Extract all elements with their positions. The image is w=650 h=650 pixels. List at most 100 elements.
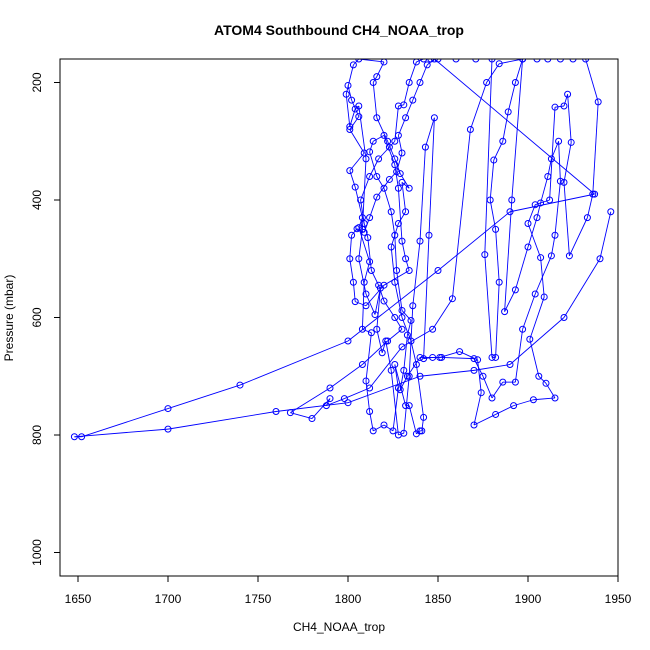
series-segment <box>509 193 595 213</box>
data-point <box>398 178 406 186</box>
data-point <box>488 59 496 63</box>
y-tick-label: 600 <box>30 307 44 327</box>
series-segment <box>529 339 540 377</box>
series-segment <box>345 94 351 127</box>
data-point <box>373 325 381 333</box>
data-point <box>366 384 374 392</box>
series-segment <box>347 270 439 342</box>
data-point <box>272 408 280 415</box>
data-point <box>556 177 564 185</box>
series-segment <box>365 284 385 307</box>
data-point <box>537 254 545 262</box>
series-segment <box>394 235 398 271</box>
data-point <box>402 402 410 410</box>
data-point <box>544 59 552 63</box>
data-point <box>380 421 388 429</box>
data-point <box>403 331 411 339</box>
data-point <box>326 395 334 403</box>
series-segment <box>376 329 383 353</box>
data-point <box>360 220 368 227</box>
data-point <box>369 79 377 86</box>
series-segment <box>434 59 595 195</box>
series-segment <box>432 298 453 330</box>
data-point <box>366 214 374 222</box>
data-point <box>391 361 399 368</box>
data-point <box>349 61 357 69</box>
series-segment <box>423 235 430 359</box>
series-segment <box>360 176 371 201</box>
series-segment <box>369 196 378 218</box>
series-segment <box>394 282 403 318</box>
data-point <box>466 126 474 133</box>
y-tick-label: 400 <box>30 190 44 210</box>
data-point <box>373 193 381 201</box>
data-point <box>529 396 537 404</box>
data-point <box>357 196 365 204</box>
data-point <box>567 138 575 146</box>
x-tick-label: 1900 <box>515 592 542 606</box>
data-point <box>434 267 442 274</box>
data-point <box>355 113 363 121</box>
data-point <box>348 231 356 239</box>
data-point <box>342 90 350 98</box>
series-segment <box>534 255 552 295</box>
data-point <box>416 372 424 380</box>
series-segment <box>383 188 392 212</box>
series-segment <box>514 59 524 83</box>
series-segment <box>351 228 358 236</box>
data-point <box>542 379 550 387</box>
data-point <box>551 394 559 402</box>
data-point <box>369 427 377 435</box>
data-point <box>519 59 527 63</box>
series-segment <box>403 82 410 105</box>
data-point <box>398 237 406 245</box>
series-segment <box>554 105 565 108</box>
data-point <box>607 208 615 216</box>
x-tick-label: 1750 <box>245 592 272 606</box>
data-point <box>438 353 446 361</box>
data-point <box>511 286 519 294</box>
series-segment <box>374 288 381 315</box>
series-segment <box>563 182 570 256</box>
data-point <box>355 224 363 232</box>
data-point <box>501 308 509 316</box>
data-point <box>380 184 388 192</box>
series-segment <box>504 199 513 312</box>
data-point <box>510 402 518 410</box>
series-segment <box>511 59 524 201</box>
data-point <box>511 79 519 86</box>
series-segment <box>489 199 497 230</box>
series-segment <box>365 293 376 315</box>
data-point <box>488 394 496 402</box>
series-segment <box>390 211 396 236</box>
series-segment <box>349 129 365 154</box>
data-point <box>393 168 401 176</box>
x-tick-label: 1650 <box>65 592 92 606</box>
data-point <box>78 433 86 441</box>
data-point <box>380 281 388 289</box>
data-point <box>556 59 564 63</box>
series-segment <box>428 117 435 236</box>
series-segment <box>290 412 313 419</box>
series-segment <box>369 141 374 152</box>
data-point <box>236 381 244 389</box>
data-point <box>504 108 512 116</box>
data-point <box>423 61 431 69</box>
series-segment <box>383 270 410 286</box>
series-segment <box>568 217 588 257</box>
y-tick-label: 200 <box>30 72 44 92</box>
series-segment <box>473 364 511 371</box>
data-point <box>492 410 500 418</box>
data-point <box>407 337 415 345</box>
series-segment <box>416 430 421 435</box>
data-point <box>524 243 532 251</box>
data-point <box>322 402 330 410</box>
data-point <box>400 429 408 437</box>
series-segment <box>360 199 365 224</box>
series-segment <box>362 328 372 334</box>
data-point <box>360 228 368 236</box>
data-point <box>405 402 413 410</box>
data-point <box>526 335 534 343</box>
data-point <box>470 421 478 429</box>
data-point <box>373 173 381 180</box>
